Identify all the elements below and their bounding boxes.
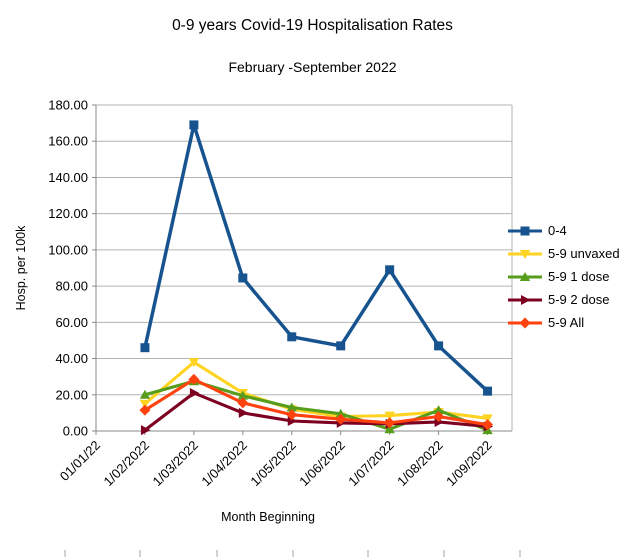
legend-marker-triangle-right-icon [508, 294, 542, 305]
marker-square [483, 386, 493, 396]
marker-diamond [237, 397, 249, 409]
legend-label: 5-9 2 dose [548, 292, 610, 307]
chart-subtitle: February -September 2022 [228, 59, 397, 75]
marker-diamond [188, 373, 200, 385]
x-tick-label: 1/07/2022 [345, 438, 397, 490]
marker-triangle-down [482, 414, 493, 424]
legend-item-5-9-1-dose: 5-9 1 dose [507, 265, 620, 288]
marker-square [287, 332, 297, 342]
y-tick-label: 40.00 [55, 351, 88, 366]
x-tick-label: 1/03/2022 [149, 438, 201, 490]
y-tick-label: 0.00 [63, 424, 88, 439]
y-tick-label: 140.00 [48, 170, 88, 185]
x-tick-label: 1/08/2022 [394, 438, 446, 490]
legend: 0-4 5-9 unvaxed 5-9 1 dose 5-9 2 dose 5-9 Al… [507, 219, 620, 334]
marker-triangle-right [238, 407, 249, 418]
series-line-5-9-2-dose [143, 391, 490, 432]
legend-item-0-4: 0-4 [507, 219, 620, 242]
marker-triangle-right [189, 387, 200, 398]
marker-diamond [482, 419, 494, 431]
marker-triangle-down [139, 399, 151, 409]
marker-square [385, 265, 395, 275]
y-tick-label: 100.00 [48, 242, 88, 257]
marker-triangle-down [188, 358, 200, 368]
y-tick-label: 180.00 [48, 98, 88, 113]
chart-title: 0-9 years Covid-19 Hospitalisation Rates [172, 17, 453, 34]
y-tick-label: 60.00 [55, 315, 88, 330]
series-markers-0-4 [140, 120, 493, 396]
marker-triangle-up [139, 389, 151, 399]
marker-triangle-up [433, 405, 444, 415]
marker-triangle-right [140, 425, 151, 436]
y-tick-label: 120.00 [48, 206, 88, 221]
x-tick-label: 1/09/2022 [443, 438, 495, 490]
legend-triangle-down-glyph [519, 249, 531, 259]
x-tick-label: 1/04/2022 [198, 438, 250, 490]
legend-square-glyph [520, 226, 530, 235]
legend-marker-triangle-up-icon [508, 271, 542, 281]
legend-item-5-9-all: 5-9 All [507, 311, 620, 334]
legend-label: 0-4 [548, 223, 567, 238]
legend-marker-square-icon [508, 226, 542, 235]
x-tick-label: 1/02/2022 [101, 438, 153, 490]
series-markers-5-9-all [139, 373, 494, 431]
legend-diamond-glyph [519, 317, 531, 328]
marker-triangle-up [286, 402, 297, 412]
marker-diamond [335, 413, 347, 425]
x-tick-label: 1/05/2022 [247, 438, 299, 490]
legend-item-5-9-unvaxed: 5-9 unvaxed [507, 242, 620, 265]
x-axis-title: Month Beginning [221, 510, 315, 524]
x-tick-label: 1/06/2022 [296, 438, 348, 490]
marker-diamond [286, 409, 298, 421]
legend-item-5-9-2-dose: 5-9 2 dose [507, 288, 620, 311]
legend-label: 5-9 1 dose [548, 269, 610, 284]
marker-diamond [139, 404, 151, 416]
y-tick-label: 160.00 [48, 134, 88, 149]
marker-triangle-up [384, 424, 395, 434]
marker-square [434, 341, 444, 351]
legend-triangle-right-glyph [521, 294, 531, 305]
marker-diamond [384, 417, 396, 429]
legend-label: 5-9 All [548, 315, 585, 330]
series-markers-5-9-1-dose [139, 376, 493, 435]
x-tick-label: 01/01/22 [57, 438, 103, 484]
marker-square [189, 120, 199, 130]
legend-marker-diamond-icon [508, 317, 542, 328]
marker-square [336, 341, 346, 351]
y-tick-label: 20.00 [55, 387, 88, 402]
marker-diamond [433, 411, 445, 423]
legend-marker-triangle-down-icon [508, 249, 542, 259]
y-tick-label: 80.00 [55, 279, 88, 294]
series-line-5-9-all [143, 377, 490, 427]
marker-triangle-up [237, 390, 249, 400]
legend-label: 5-9 unvaxed [548, 246, 620, 261]
marker-square [140, 343, 150, 353]
marker-triangle-down [384, 411, 395, 421]
marker-square [238, 273, 248, 283]
series-line-0-4 [143, 123, 490, 393]
legend-triangle-up-glyph [519, 271, 531, 281]
marker-triangle-up [335, 408, 346, 418]
